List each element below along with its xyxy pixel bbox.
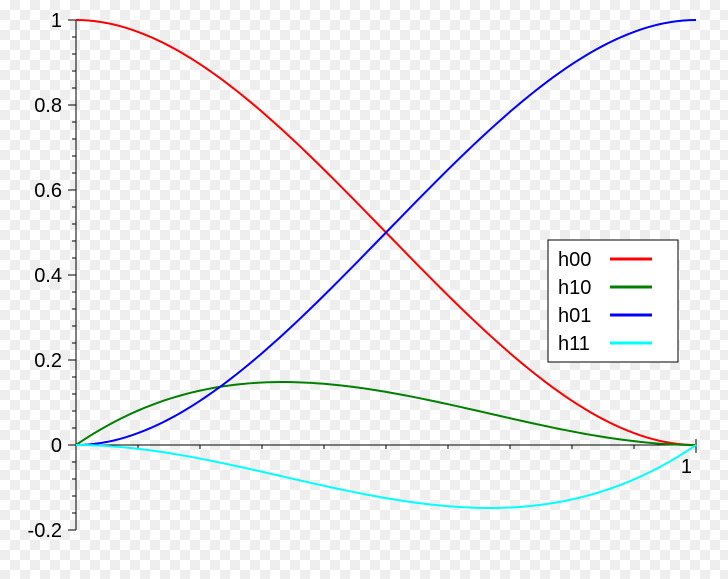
- legend-label-h01: h01: [558, 305, 591, 327]
- legend-label-h00: h00: [558, 249, 591, 271]
- y-tick-label: -0.2: [28, 520, 62, 542]
- hermite-basis-chart: -0.2 0 0.2 0.4 0.6 0.8 1 1 h00 h10 h01 h11: [0, 0, 728, 579]
- y-tick-label: 0.2: [34, 350, 62, 372]
- series-h10: [76, 382, 696, 445]
- legend-label-h11: h11: [558, 333, 590, 355]
- legend: h00 h10 h01 h11: [548, 240, 678, 362]
- series-h01: [76, 20, 696, 445]
- y-tick-label: 0.8: [34, 95, 62, 117]
- y-ticks: -0.2 0 0.2 0.4 0.6 0.8 1: [28, 10, 76, 542]
- y-tick-label: 1: [51, 10, 62, 32]
- y-tick-label: 0: [51, 435, 62, 457]
- y-tick-label: 0.4: [34, 265, 62, 287]
- series-h11: [76, 445, 696, 508]
- x-ticks: 1: [76, 445, 696, 478]
- legend-label-h10: h10: [558, 277, 591, 299]
- y-tick-label: 0.6: [34, 180, 62, 202]
- chart-svg: -0.2 0 0.2 0.4 0.6 0.8 1 1 h00 h10 h01 h11: [0, 0, 728, 579]
- x-tick-label: 1: [681, 456, 692, 478]
